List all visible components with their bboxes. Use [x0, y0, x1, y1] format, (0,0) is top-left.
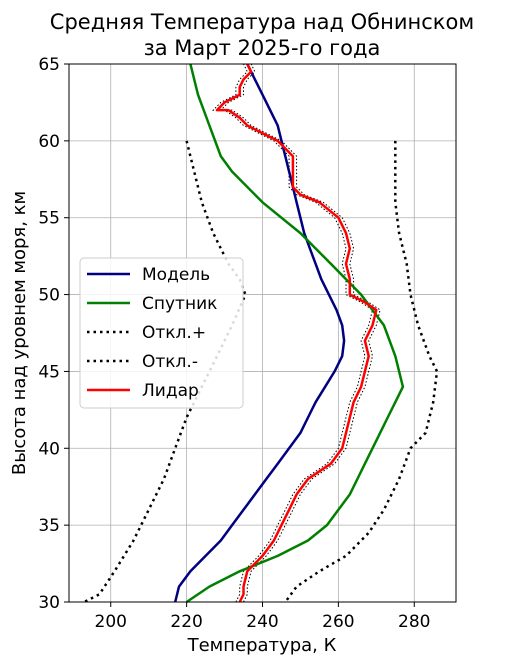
y-tick-label: 45 — [38, 362, 60, 382]
y-axis-label: Высота над уровнем моря, км — [9, 191, 30, 475]
y-tick-label: 50 — [38, 286, 60, 306]
ticks: 200 220 240 260 280 30 35 40 45 50 55 60 65 — [38, 55, 430, 632]
y-tick-label: 65 — [38, 55, 60, 75]
x-tick-label: 260 — [322, 612, 354, 632]
x-axis-label: Температура, К — [187, 635, 337, 656]
chart-title-line-2: за Март 2025-го года — [144, 36, 381, 60]
x-tick-label: 220 — [170, 612, 202, 632]
chart-title-line-1: Средняя Температура над Обнинском — [50, 10, 474, 34]
series-layer — [83, 63, 439, 604]
lidar-error-band-left — [212, 63, 374, 603]
legend-box — [79, 257, 244, 409]
legend-label-модель: Модель — [142, 265, 210, 285]
legend-label-лидар: Лидар — [142, 381, 199, 401]
y-tick-label: 30 — [38, 593, 60, 613]
series-line-откл- — [284, 140, 439, 603]
series-line-лидар — [215, 63, 378, 603]
y-tick-label: 60 — [38, 132, 60, 152]
series-line-модель — [173, 63, 346, 603]
x-tick-label: 240 — [246, 612, 278, 632]
y-tick-label: 55 — [38, 209, 60, 229]
lidar-error-band-right — [219, 63, 381, 603]
y-tick-label: 40 — [38, 439, 60, 459]
x-tick-label: 280 — [398, 612, 430, 632]
y-tick-label: 35 — [38, 516, 60, 536]
series-line-откл- — [83, 140, 247, 604]
x-tick-label: 200 — [95, 612, 127, 632]
legend: Модель Спутник Откл.+ Откл.- Лидар — [79, 257, 244, 409]
series-line-спутник — [185, 63, 405, 604]
legend-label-откл-: Откл.- — [142, 352, 198, 372]
legend-label-откл-: Откл.+ — [142, 323, 206, 343]
legend-label-спутник: Спутник — [142, 294, 217, 314]
